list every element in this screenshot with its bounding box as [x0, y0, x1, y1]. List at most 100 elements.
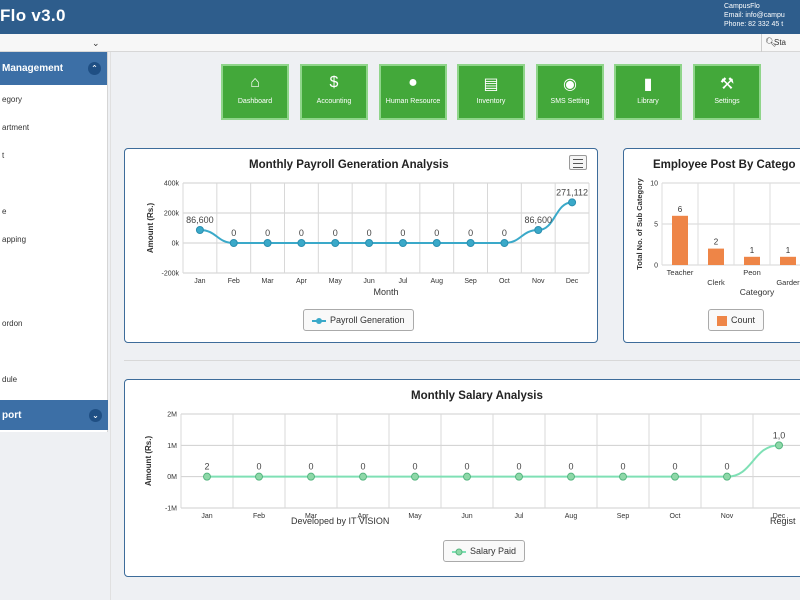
- data-label: 0: [333, 228, 338, 238]
- sidebar-item[interactable]: egory: [2, 95, 23, 104]
- data-label: 0: [434, 228, 439, 238]
- data-point: [331, 239, 340, 247]
- sidebar-item[interactable]: artment: [2, 123, 30, 132]
- dollar-icon: $: [329, 74, 339, 91]
- x-tick-label: Nov: [532, 278, 545, 285]
- module-dashboard[interactable]: ⌂ Dashboard: [221, 64, 289, 120]
- data-point: [398, 239, 407, 247]
- module-label: Dashboard: [237, 98, 273, 105]
- data-point: [297, 239, 306, 247]
- data-point: [466, 239, 475, 247]
- app-title: Flo v3.0: [0, 6, 66, 25]
- bar: [780, 256, 796, 265]
- x-axis-title: Category: [740, 287, 775, 297]
- y-axis-title: Amount (Rs.): [144, 436, 153, 487]
- x-tick-label: Garder: [776, 278, 800, 287]
- chart-menu-button[interactable]: [569, 155, 587, 170]
- sidebar-item[interactable]: [0, 169, 107, 197]
- sidebar-section-header[interactable]: Management ⌃: [0, 52, 107, 85]
- data-label: 0: [724, 462, 729, 472]
- data-label: 0: [412, 462, 417, 472]
- chevron-up-icon[interactable]: ⌃: [88, 62, 101, 75]
- payroll-panel: Monthly Payroll Generation Analysis 400k…: [124, 148, 598, 343]
- org-email: Email: info@campu: [724, 12, 785, 19]
- section-divider: [124, 360, 800, 361]
- home-icon: ⌂: [250, 74, 260, 91]
- x-tick-label: Jan: [201, 513, 212, 520]
- y-tick-label: 10: [650, 181, 658, 188]
- data-label: 0: [308, 462, 313, 472]
- content-divider: [110, 52, 111, 600]
- x-tick-label: Jun: [363, 278, 374, 285]
- data-point: [619, 472, 627, 481]
- data-point: [567, 472, 575, 481]
- y-tick-label: 2M: [167, 412, 177, 419]
- module-sms-setting[interactable]: ◉ SMS Setting: [536, 64, 604, 120]
- data-point: [263, 239, 272, 247]
- user-icon: ●: [408, 74, 418, 91]
- data-label: 2: [204, 462, 209, 472]
- data-label: 1: [750, 246, 755, 255]
- data-point: [365, 239, 374, 247]
- y-tick-label: 0k: [172, 241, 180, 248]
- search-box[interactable]: 🔍︎ Sta: [761, 34, 800, 52]
- module-label: Inventory: [476, 98, 506, 105]
- data-label: 2: [714, 238, 719, 247]
- legend-salary-paid[interactable]: Salary Paid: [443, 540, 526, 562]
- sidebar-report-header[interactable]: port ⌄: [0, 400, 108, 430]
- sidebar-item[interactable]: e: [2, 207, 7, 216]
- sidebar-item[interactable]: [0, 253, 107, 281]
- search-icon: 🔍︎: [765, 37, 777, 47]
- bar: [744, 256, 760, 265]
- x-tick-label: May: [329, 278, 343, 285]
- module-inventory[interactable]: ▤ Inventory: [457, 64, 525, 120]
- x-tick-label: Dec: [566, 278, 579, 285]
- legend-marker: [312, 317, 326, 324]
- chevron-down-icon[interactable]: ⌄: [92, 38, 100, 48]
- x-tick-label: Jul: [398, 278, 407, 285]
- data-label: 0: [360, 462, 365, 472]
- y-tick-label: 5: [654, 222, 658, 229]
- legend-payroll-generation[interactable]: Payroll Generation: [303, 309, 414, 331]
- sidebar-item[interactable]: [0, 281, 107, 309]
- chevron-down-icon[interactable]: ⌄: [89, 409, 102, 422]
- data-point: [671, 472, 679, 481]
- sidebar-report-title: port: [2, 410, 22, 421]
- module-human-resource[interactable]: ● Human Resource: [379, 64, 447, 120]
- data-label: 0: [367, 228, 372, 238]
- data-label: 0: [464, 462, 469, 472]
- chat-icon: ◉: [563, 76, 577, 93]
- employee-post-chart: 10 5 0 Total No. of Sub Category 6 Teacher 2 Cl…: [635, 177, 800, 297]
- module-label: Library: [637, 98, 659, 105]
- data-label: 0: [568, 462, 573, 472]
- sidebar-item[interactable]: dule: [2, 375, 18, 384]
- data-point: [500, 239, 509, 247]
- legend-label: Salary Paid: [470, 546, 517, 556]
- module-label: Settings: [714, 98, 740, 105]
- salary-chart: 2M 1M 0M -1M Amount (Rs.) Jan Feb Mar Apr May Jun J…: [144, 412, 800, 520]
- y-tick-label: 0M: [167, 474, 177, 481]
- x-tick-label: Jun: [461, 513, 472, 520]
- x-tick-label: Nov: [721, 513, 734, 520]
- data-label: 0: [468, 228, 473, 238]
- x-tick-label: Jul: [515, 513, 524, 520]
- x-tick-label: Mar: [262, 278, 275, 285]
- org-info: CampusFlo Email: info@campu Phone: 82 33…: [724, 2, 785, 29]
- data-label: 6: [678, 205, 683, 214]
- data-label: 0: [265, 228, 270, 238]
- data-label: 86,600: [186, 215, 214, 225]
- module-accounting[interactable]: $ Accounting: [300, 64, 368, 120]
- sidebar-item[interactable]: apping: [2, 235, 27, 244]
- legend-count[interactable]: Count: [708, 309, 765, 331]
- y-tick-label: 200k: [164, 211, 180, 218]
- sidebar-item[interactable]: ordon: [2, 319, 23, 328]
- sidebar-item[interactable]: [0, 337, 107, 365]
- module-library[interactable]: ▮ Library: [614, 64, 682, 120]
- bar: [672, 215, 688, 265]
- sidebar-item[interactable]: t: [2, 151, 5, 160]
- module-settings[interactable]: ⚒ Settings: [693, 64, 761, 120]
- data-point: [255, 472, 263, 481]
- data-point: [307, 472, 315, 481]
- x-tick-label: Jan: [194, 278, 205, 285]
- chart-title: Monthly Payroll Generation Analysis: [249, 159, 449, 171]
